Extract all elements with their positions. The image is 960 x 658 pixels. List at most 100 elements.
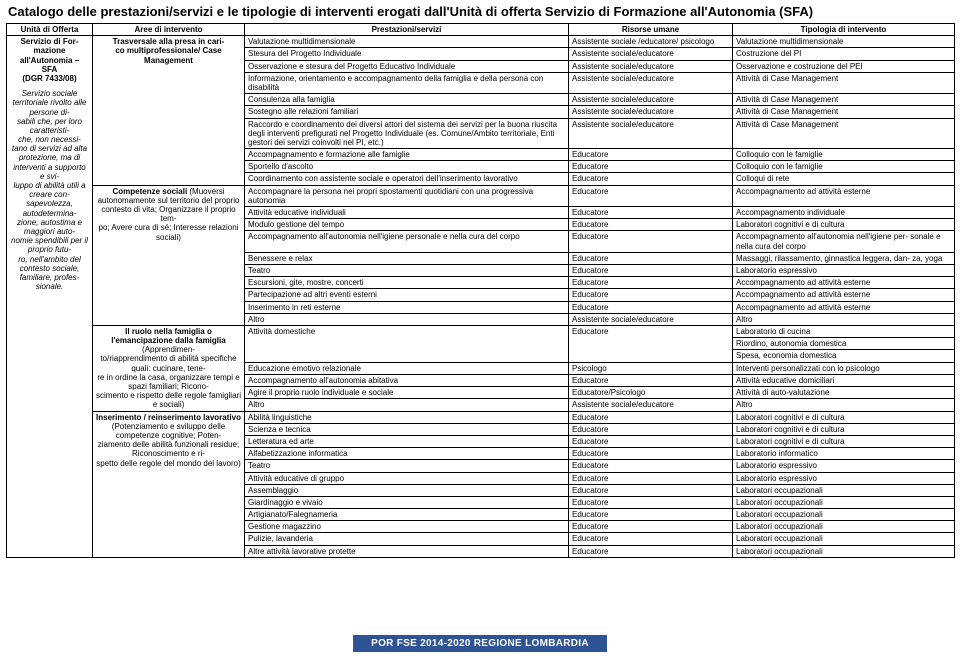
tipologia-cell: Accompagnamento ad attività esterne [733,277,955,289]
risorsa-cell: Educatore [569,545,733,557]
tipologia-cell: Laboratori cognitivi e di cultura [733,423,955,435]
risorsa-cell: Educatore [569,472,733,484]
area-cell: Inserimento / reinserimento lavorativo (… [93,411,245,557]
area-title: Trasversale alla presa in cari- co multi… [113,37,225,64]
prestazione-cell: Accompagnare la persona nei propri spost… [245,185,569,206]
th-area: Aree di intervento [93,24,245,36]
tipologia-cell: Laboratorio di cucina [733,325,955,337]
tipologia-cell: Attività di Case Management [733,94,955,106]
tipologia-cell: Colloquio con le famiglie [733,149,955,161]
prestazione-cell: Agire il proprio ruolo individuale e soc… [245,387,569,399]
tipologia-cell: Attività di Case Management [733,106,955,118]
page-footer: POR FSE 2014-2020 REGIONE LOMBARDIA [0,635,960,652]
prestazione-cell: Teatro [245,264,569,276]
risorsa-cell: Educatore [569,521,733,533]
table-row: Competenze sociali (Muoversi autonomamen… [7,185,955,206]
tipologia-cell: Attività di Case Management [733,72,955,93]
prestazione-cell: Sportello d'ascolto [245,161,569,173]
area-description: (Potenziamento e sviluppo delle competen… [96,422,241,468]
risorsa-cell: Educatore [569,149,733,161]
risorsa-cell: Educatore [569,173,733,185]
prestazione-cell: Altro [245,313,569,325]
risorsa-cell: Educatore [569,460,733,472]
prestazione-cell: Informazione, orientamento e accompagnam… [245,72,569,93]
area-title: Il ruolo nella famiglia o l'emancipazion… [111,327,225,345]
unit-title: Servizio di For- mazione all'Autonomia –… [10,37,89,83]
area-description: (Muoversi autonomamente sul territorio d… [98,187,240,242]
risorsa-cell: Educatore [569,219,733,231]
risorsa-cell: Educatore [569,496,733,508]
area-cell: Il ruolo nella famiglia o l'emancipazion… [93,325,245,411]
tipologia-cell: Accompagnamento all'autonomia nell'igien… [733,231,955,252]
area-description: (Apprendimen- to/riapprendimento di abil… [96,345,241,409]
table-header-row: Unità di Offerta Aree di intervento Pres… [7,24,955,36]
prestazione-cell: Benessere e relax [245,252,569,264]
risorsa-cell: Educatore [569,301,733,313]
table-row: Inserimento / reinserimento lavorativo (… [7,411,955,423]
risorsa-cell: Educatore [569,277,733,289]
tipologia-cell: Attività di Case Management [733,118,955,149]
risorsa-cell: Assistente sociale /educatore/ psicologo [569,36,733,48]
risorsa-cell: Assistente sociale/educatore [569,118,733,149]
th-ris: Risorse umane [569,24,733,36]
prestazione-cell: Alfabetizzazione informatica [245,448,569,460]
unit-description: Servizio sociale territoriale rivolto al… [10,89,89,291]
risorsa-cell: Educatore [569,264,733,276]
tipologia-cell: Attività di auto-valutazione [733,387,955,399]
prestazione-cell: Raccordo e coordinamento dei diversi att… [245,118,569,149]
prestazione-cell: Educazione emotivo relazionale [245,362,569,374]
tipologia-cell: Accompagnamento ad attività esterne [733,301,955,313]
tipologia-cell: Laboratori cognitivi e di cultura [733,411,955,423]
prestazione-cell: Pulizie, lavanderia [245,533,569,545]
tipologia-cell: Laboratori occupazionali [733,484,955,496]
area-title: Inserimento / reinserimento lavorativo [96,413,241,422]
tipologia-cell: Laboratori occupazionali [733,533,955,545]
risorsa-cell: Assistente sociale/educatore [569,399,733,411]
risorsa-cell: Educatore [569,448,733,460]
prestazione-cell: Modulo gestione del tempo [245,219,569,231]
area-cell: Competenze sociali (Muoversi autonomamen… [93,185,245,325]
tipologia-cell: Laboratorio espressivo [733,472,955,484]
prestazione-cell: Consulenza alla famiglia [245,94,569,106]
tipologia-cell: Accompagnamento ad attività esterne [733,185,955,206]
prestazione-cell: Accompagnamento all'autonomia abitativa [245,374,569,386]
prestazione-cell: Attività educative di gruppo [245,472,569,484]
risorsa-cell: Educatore [569,374,733,386]
prestazione-cell: Coordinamento con assistente sociale e o… [245,173,569,185]
risorsa-cell: Educatore [569,484,733,496]
risorsa-cell: Assistente sociale/educatore [569,72,733,93]
th-prest: Prestazioni/servizi [245,24,569,36]
tipologia-cell: Accompagnamento ad attività esterne [733,289,955,301]
page: Catalogo delle prestazioni/servizi e le … [0,0,960,658]
risorsa-cell: Educatore [569,411,733,423]
prestazione-cell: Partecipazione ad altri eventi esterni [245,289,569,301]
th-tip: Tipologia di intervento [733,24,955,36]
tipologia-cell: Laboratori occupazionali [733,509,955,521]
table-row: Servizio di For- mazione all'Autonomia –… [7,36,955,48]
prestazione-cell: Assemblaggio [245,484,569,496]
risorsa-cell: Assistente sociale/educatore [569,313,733,325]
tipologia-cell: Massaggi, rilassamento, ginnastica legge… [733,252,955,264]
table-row: Il ruolo nella famiglia o l'emancipazion… [7,325,955,337]
tipologia-cell: Attività educative domiciliari [733,374,955,386]
catalog-table: Unità di Offerta Aree di intervento Pres… [6,23,955,558]
prestazione-cell: Sostegno alle relazioni familiari [245,106,569,118]
risorsa-cell: Educatore [569,161,733,173]
tipologia-cell: Spesa, economia domestica [733,350,955,362]
tipologia-cell: Colloquio con le famiglie [733,161,955,173]
risorsa-cell: Educatore [569,207,733,219]
page-title: Catalogo delle prestazioni/servizi e le … [8,4,954,19]
tipologia-cell: Laboratorio espressivo [733,460,955,472]
tipologia-cell: Riordino, autonomia domestica [733,338,955,350]
prestazione-cell: Giardinaggio e vivaio [245,496,569,508]
tipologia-cell: Laboratorio espressivo [733,264,955,276]
risorsa-cell: Educatore [569,533,733,545]
tipologia-cell: Valutazione multidimensionale [733,36,955,48]
tipologia-cell: Costruzione del PI [733,48,955,60]
risorsa-cell: Assistente sociale/educatore [569,48,733,60]
tipologia-cell: Laboratori occupazionali [733,496,955,508]
area-cell: Trasversale alla presa in cari- co multi… [93,36,245,185]
tipologia-cell: Accompagnamento individuale [733,207,955,219]
tipologia-cell: Laboratori cognitivi e di cultura [733,219,955,231]
prestazione-cell: Abilità linguistiche [245,411,569,423]
